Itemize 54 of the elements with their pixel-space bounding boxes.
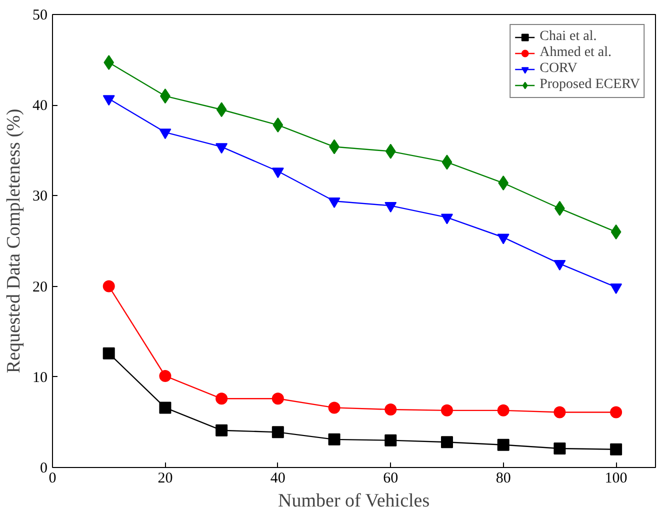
point — [328, 402, 340, 414]
point — [159, 128, 172, 140]
point — [272, 426, 284, 438]
point — [440, 436, 453, 448]
point — [610, 443, 622, 456]
point — [216, 143, 228, 154]
point — [272, 392, 284, 405]
point — [554, 260, 566, 270]
point — [610, 224, 622, 240]
legend-label: Ahmed et al. — [540, 45, 612, 61]
point — [384, 434, 397, 446]
point — [384, 202, 397, 213]
point — [497, 404, 510, 416]
point — [554, 406, 566, 418]
point — [610, 284, 622, 294]
x-tick-label: 100 — [604, 470, 628, 486]
point — [159, 402, 172, 414]
point — [216, 424, 228, 436]
x-tick-label: 80 — [496, 470, 511, 486]
y-tick-label: 10 — [32, 370, 48, 386]
point — [498, 176, 509, 191]
y-tick-label: 20 — [32, 279, 48, 296]
point — [102, 95, 115, 106]
x-tick-label: 20 — [158, 470, 173, 486]
x-tick-label: 60 — [383, 470, 398, 486]
x-tick-label: 40 — [270, 470, 286, 486]
point — [102, 347, 115, 360]
point — [440, 404, 453, 416]
point — [102, 280, 115, 292]
point — [384, 404, 397, 416]
point — [159, 370, 172, 382]
point — [440, 214, 453, 224]
y-axis-title: Requested Data Completeness (%) — [4, 108, 24, 374]
point — [272, 168, 284, 178]
point — [385, 144, 396, 159]
point — [497, 234, 510, 244]
point — [328, 197, 340, 208]
point — [497, 438, 510, 451]
y-tick-label: 40 — [32, 98, 48, 114]
legend-label: Proposed ECERV — [540, 77, 640, 93]
point — [610, 406, 622, 418]
point — [104, 55, 114, 70]
point — [272, 118, 284, 133]
y-tick-label: 50 — [32, 8, 48, 24]
point — [554, 442, 566, 454]
y-tick-label: 30 — [32, 188, 48, 205]
legend-label: Chai et al. — [540, 29, 597, 45]
x-axis-title: Number of Vehicles — [278, 490, 430, 512]
point — [216, 392, 228, 405]
point — [328, 433, 340, 446]
point — [442, 154, 452, 170]
legend-label: CORV — [540, 61, 578, 77]
y-tick-label: 0 — [40, 460, 48, 476]
point — [216, 102, 227, 118]
